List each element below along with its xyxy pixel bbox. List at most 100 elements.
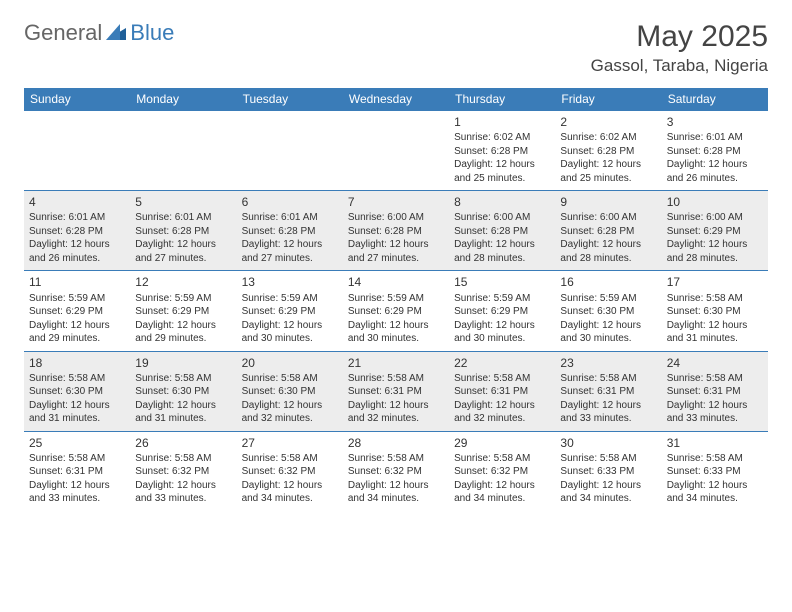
day-number: 15 [454, 274, 550, 290]
daylight-text: Daylight: 12 hours [667, 319, 763, 333]
sunrise-text: Sunrise: 6:00 AM [560, 211, 656, 225]
calendar-day-cell: 9Sunrise: 6:00 AMSunset: 6:28 PMDaylight… [555, 191, 661, 271]
day-number: 25 [29, 435, 125, 451]
daylight-text: Daylight: 12 hours [29, 238, 125, 252]
daylight-text: Daylight: 12 hours [667, 399, 763, 413]
daylight-text: Daylight: 12 hours [348, 319, 444, 333]
daylight-text: Daylight: 12 hours [667, 238, 763, 252]
day-number: 22 [454, 355, 550, 371]
sunrise-text: Sunrise: 5:59 AM [560, 292, 656, 306]
daylight-text: Daylight: 12 hours [454, 238, 550, 252]
day-number: 13 [242, 274, 338, 290]
calendar-day-cell: 28Sunrise: 5:58 AMSunset: 6:32 PMDayligh… [343, 431, 449, 511]
calendar-day-cell: 1Sunrise: 6:02 AMSunset: 6:28 PMDaylight… [449, 111, 555, 191]
calendar-day-cell: 25Sunrise: 5:58 AMSunset: 6:31 PMDayligh… [24, 431, 130, 511]
day-number: 5 [135, 194, 231, 210]
daylight-text: and 30 minutes. [348, 332, 444, 346]
daylight-text: and 31 minutes. [667, 332, 763, 346]
calendar-day-cell: 16Sunrise: 5:59 AMSunset: 6:30 PMDayligh… [555, 271, 661, 351]
daylight-text: and 32 minutes. [348, 412, 444, 426]
sunset-text: Sunset: 6:28 PM [560, 145, 656, 159]
calendar-day-cell: 13Sunrise: 5:59 AMSunset: 6:29 PMDayligh… [237, 271, 343, 351]
weekday-header: Wednesday [343, 88, 449, 111]
sunset-text: Sunset: 6:28 PM [242, 225, 338, 239]
day-number: 12 [135, 274, 231, 290]
day-number: 30 [560, 435, 656, 451]
sunrise-text: Sunrise: 6:02 AM [454, 131, 550, 145]
calendar-day-cell: 4Sunrise: 6:01 AMSunset: 6:28 PMDaylight… [24, 191, 130, 271]
sunset-text: Sunset: 6:29 PM [454, 305, 550, 319]
sunrise-text: Sunrise: 5:59 AM [242, 292, 338, 306]
day-number: 9 [560, 194, 656, 210]
sunset-text: Sunset: 6:32 PM [242, 465, 338, 479]
day-number: 19 [135, 355, 231, 371]
daylight-text: and 28 minutes. [454, 252, 550, 266]
calendar-day-cell: 5Sunrise: 6:01 AMSunset: 6:28 PMDaylight… [130, 191, 236, 271]
sunrise-text: Sunrise: 6:01 AM [242, 211, 338, 225]
day-number: 14 [348, 274, 444, 290]
calendar-day-cell: 22Sunrise: 5:58 AMSunset: 6:31 PMDayligh… [449, 351, 555, 431]
sunrise-text: Sunrise: 6:00 AM [348, 211, 444, 225]
calendar-day-cell: 10Sunrise: 6:00 AMSunset: 6:29 PMDayligh… [662, 191, 768, 271]
logo-text-1: General [24, 20, 102, 46]
sunset-text: Sunset: 6:31 PM [29, 465, 125, 479]
weekday-header: Monday [130, 88, 236, 111]
sunset-text: Sunset: 6:31 PM [560, 385, 656, 399]
sunrise-text: Sunrise: 5:59 AM [454, 292, 550, 306]
weekday-header: Sunday [24, 88, 130, 111]
daylight-text: and 26 minutes. [667, 172, 763, 186]
sunrise-text: Sunrise: 6:01 AM [135, 211, 231, 225]
sunrise-text: Sunrise: 5:58 AM [667, 292, 763, 306]
day-number: 16 [560, 274, 656, 290]
sunset-text: Sunset: 6:28 PM [348, 225, 444, 239]
daylight-text: Daylight: 12 hours [454, 399, 550, 413]
sunset-text: Sunset: 6:29 PM [29, 305, 125, 319]
calendar-day-cell: 6Sunrise: 6:01 AMSunset: 6:28 PMDaylight… [237, 191, 343, 271]
sunset-text: Sunset: 6:33 PM [667, 465, 763, 479]
calendar-day-cell: 21Sunrise: 5:58 AMSunset: 6:31 PMDayligh… [343, 351, 449, 431]
daylight-text: Daylight: 12 hours [454, 319, 550, 333]
day-number: 28 [348, 435, 444, 451]
logo-text-2: Blue [130, 20, 174, 46]
daylight-text: and 33 minutes. [29, 492, 125, 506]
logo: General Blue [24, 20, 174, 46]
day-number: 18 [29, 355, 125, 371]
sunset-text: Sunset: 6:30 PM [667, 305, 763, 319]
day-number: 29 [454, 435, 550, 451]
day-number: 6 [242, 194, 338, 210]
weekday-header: Thursday [449, 88, 555, 111]
day-number: 11 [29, 274, 125, 290]
daylight-text: Daylight: 12 hours [560, 479, 656, 493]
day-number: 23 [560, 355, 656, 371]
sunset-text: Sunset: 6:33 PM [560, 465, 656, 479]
daylight-text: Daylight: 12 hours [560, 158, 656, 172]
calendar-day-cell: 29Sunrise: 5:58 AMSunset: 6:32 PMDayligh… [449, 431, 555, 511]
day-number: 2 [560, 114, 656, 130]
sunrise-text: Sunrise: 5:58 AM [667, 372, 763, 386]
sunset-text: Sunset: 6:31 PM [348, 385, 444, 399]
sunrise-text: Sunrise: 5:58 AM [135, 452, 231, 466]
calendar-body: 1Sunrise: 6:02 AMSunset: 6:28 PMDaylight… [24, 111, 768, 511]
sunrise-text: Sunrise: 6:01 AM [29, 211, 125, 225]
sunset-text: Sunset: 6:30 PM [242, 385, 338, 399]
sunset-text: Sunset: 6:28 PM [560, 225, 656, 239]
calendar-week-row: 25 Sunrise: 5:58 AM Sunset: 6:31 PM Dayligh… [24, 431, 768, 511]
calendar-day-cell: 8Sunrise: 6:00 AMSunset: 6:28 PMDaylight… [449, 191, 555, 271]
sunrise-text: Sunrise: 6:02 AM [560, 131, 656, 145]
daylight-text: Daylight: 12 hours [29, 399, 125, 413]
daylight-text: Daylight: 12 hours [560, 399, 656, 413]
sunrise-text: Sunrise: 5:58 AM [560, 452, 656, 466]
sunset-text: Sunset: 6:29 PM [242, 305, 338, 319]
daylight-text: and 30 minutes. [560, 332, 656, 346]
location-text: Gassol, Taraba, Nigeria [591, 56, 768, 76]
daylight-text: Daylight: 12 hours [348, 399, 444, 413]
day-number: 10 [667, 194, 763, 210]
daylight-text: Daylight: 12 hours [667, 158, 763, 172]
sunrise-text: Sunrise: 6:01 AM [667, 131, 763, 145]
sunrise-text: Sunrise: 5:58 AM [348, 372, 444, 386]
sunset-text: Sunset: 6:29 PM [348, 305, 444, 319]
sunset-text: Sunset: 6:28 PM [135, 225, 231, 239]
calendar-day-cell: 27Sunrise: 5:58 AMSunset: 6:32 PMDayligh… [237, 431, 343, 511]
day-number: 4 [29, 194, 125, 210]
sunrise-text: Sunrise: 6:00 AM [667, 211, 763, 225]
